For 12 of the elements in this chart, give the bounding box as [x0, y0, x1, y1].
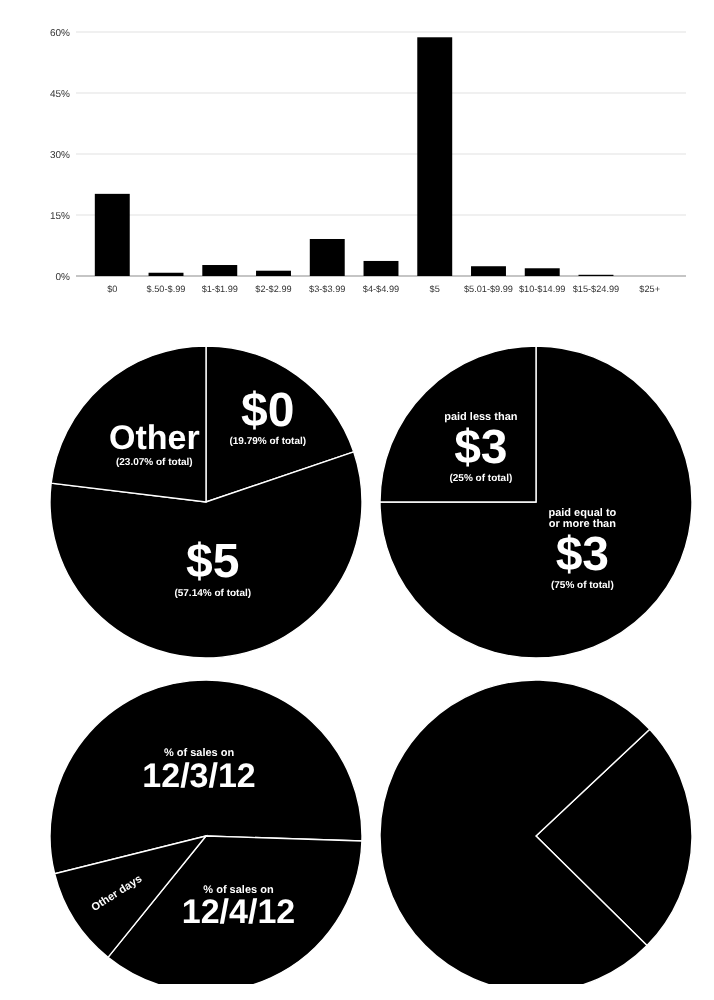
bar: [524, 268, 560, 276]
bar: [471, 266, 506, 276]
bar: [94, 193, 130, 276]
bar: [309, 238, 345, 276]
slice-label: $5: [186, 535, 240, 590]
bar: [202, 265, 238, 276]
slice-label: $0: [241, 383, 295, 438]
bar: [417, 37, 453, 276]
bar: [363, 260, 399, 276]
slice-label: Other: [108, 419, 201, 458]
bar: [256, 270, 291, 276]
pie-slice: [379, 345, 693, 659]
